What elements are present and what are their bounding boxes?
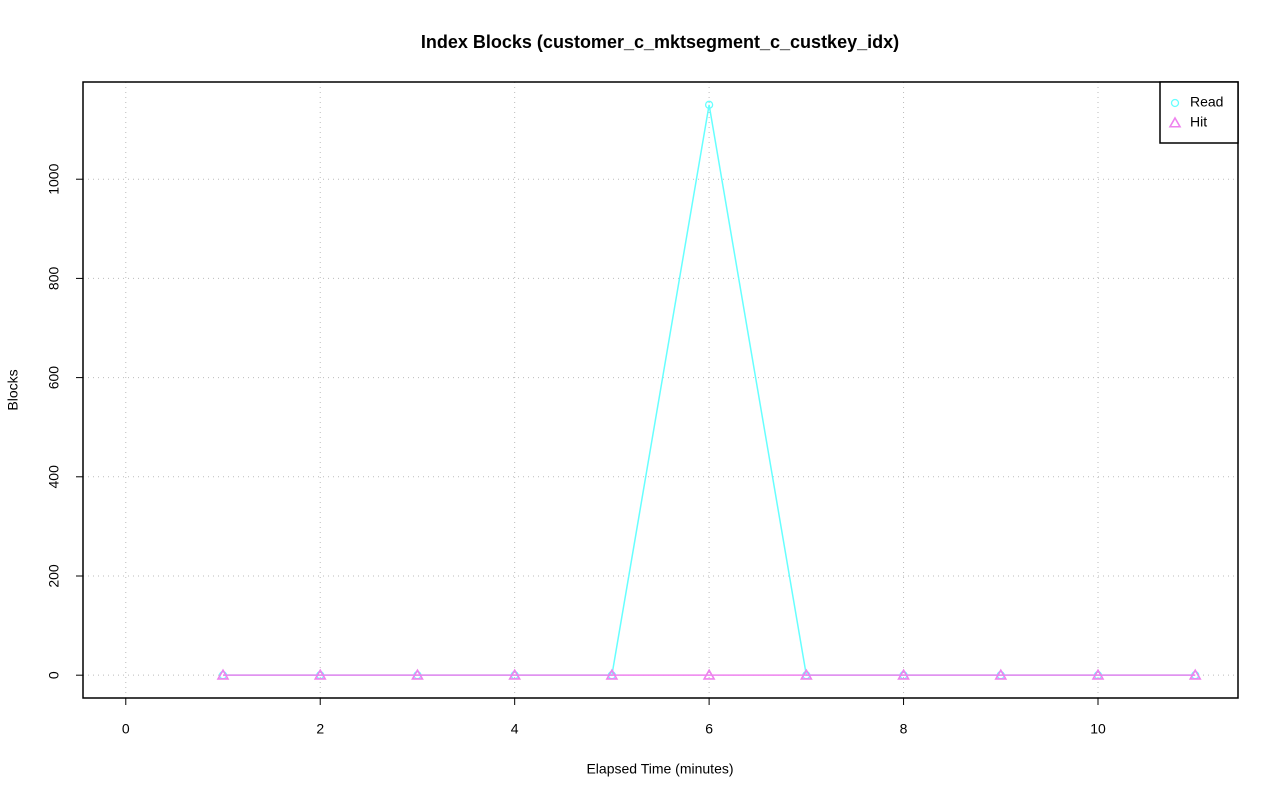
x-tick-label: 6 — [705, 721, 713, 737]
marker — [605, 668, 619, 680]
x-tick-label: 0 — [122, 721, 130, 737]
y-axis-label: Blocks — [5, 369, 21, 410]
legend-label: Hit — [1190, 114, 1207, 130]
marker — [508, 668, 522, 680]
marker — [702, 668, 716, 680]
x-tick-label: 8 — [900, 721, 908, 737]
y-tick-label: 0 — [46, 671, 62, 679]
x-tick-label: 4 — [511, 721, 519, 737]
marker — [799, 668, 813, 680]
marker — [1091, 668, 1105, 680]
legend: Read Hit — [1159, 81, 1239, 144]
x-tick-label: 10 — [1090, 721, 1106, 737]
chart-title: Index Blocks (customer_c_mktsegment_c_cu… — [421, 32, 899, 52]
marker — [216, 668, 230, 680]
legend-box — [1159, 81, 1239, 144]
y-tick-label: 800 — [46, 267, 62, 291]
line — [223, 104, 1196, 676]
y-tick-label: 400 — [46, 465, 62, 489]
plot-frame — [82, 81, 1239, 699]
y-tick-label: 200 — [46, 564, 62, 588]
legend-label: Read — [1190, 94, 1223, 110]
marker — [704, 100, 714, 109]
marker — [1188, 668, 1202, 680]
legend-marker — [1170, 98, 1180, 108]
legend-marker — [1168, 116, 1182, 128]
x-tick-label: 2 — [316, 721, 324, 737]
marker — [994, 668, 1008, 680]
marker — [313, 668, 327, 680]
y-tick-label: 600 — [46, 366, 62, 390]
x-axis-label: Elapsed Time (minutes) — [586, 761, 733, 777]
y-tick-label: 1000 — [46, 163, 62, 194]
marker — [897, 668, 910, 680]
marker — [411, 668, 424, 680]
